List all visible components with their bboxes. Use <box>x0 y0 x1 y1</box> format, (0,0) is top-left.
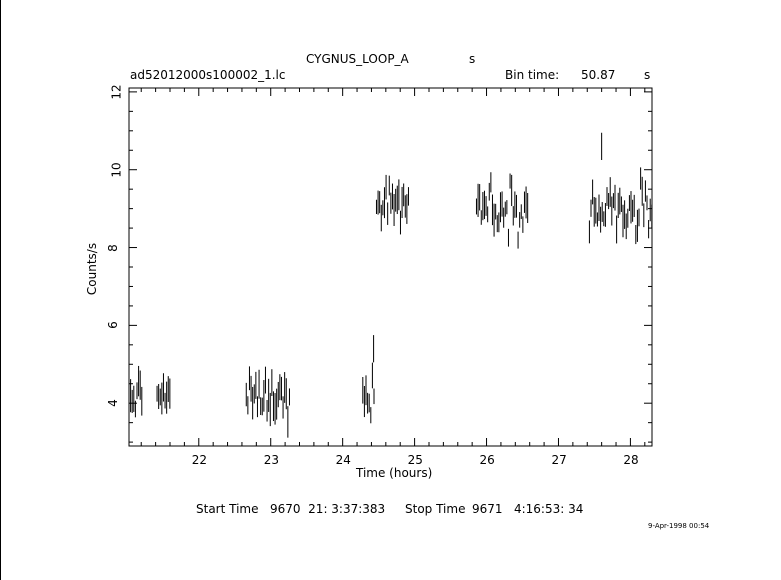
plot-frame <box>128 87 653 447</box>
bin-time-label: Bin time: <box>505 68 560 82</box>
data-points <box>128 132 653 438</box>
y-tick-label: 10 <box>109 162 124 178</box>
x-tick-label: 22 <box>191 453 208 467</box>
x-tick-label: 24 <box>335 453 351 467</box>
y-tick-label: 6 <box>105 321 120 330</box>
plot-timestamp: 9-Apr-1998 00:54 <box>648 522 710 530</box>
left-border <box>0 0 1 580</box>
bin-time-unit: s <box>644 68 651 82</box>
x-tick-label: 28 <box>623 453 639 467</box>
x-axis-label: Time (hours) <box>356 466 433 480</box>
start-time-label: Start Time <box>196 502 259 516</box>
start-time-value: 9670 21: 3:37:383 <box>270 502 386 516</box>
y-axis-label: Counts/s <box>85 242 100 296</box>
x-tick-label: 26 <box>479 453 495 467</box>
bin-time-value: 50.87 <box>581 68 616 82</box>
stop-time-label: Stop Time <box>405 502 466 516</box>
file-name: ad52012000s100002_1.lc <box>130 68 286 82</box>
chart-title-suffix: s <box>469 52 476 66</box>
x-tick-label: 25 <box>407 453 423 467</box>
y-tick-label: 4 <box>105 399 120 408</box>
stop-time-value: 9671 4:16:53: 34 <box>472 502 584 516</box>
y-tick-label: 8 <box>105 243 120 252</box>
x-tick-label: 27 <box>551 453 567 467</box>
axis-ticks <box>129 88 652 446</box>
x-tick-label: 23 <box>263 453 279 467</box>
chart-title: CYGNUS_LOOP_A <box>306 52 409 66</box>
y-tick-label: 12 <box>109 84 124 100</box>
